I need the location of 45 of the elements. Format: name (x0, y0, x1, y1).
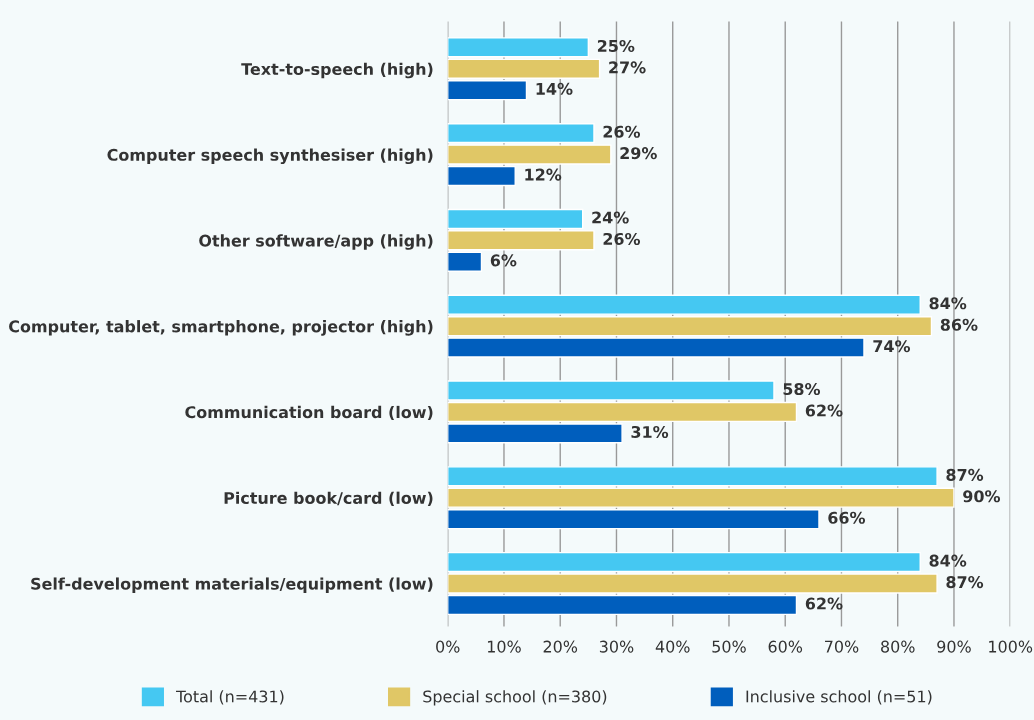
data-label: 66% (828, 511, 866, 524)
data-label: 87% (946, 468, 984, 481)
data-label: 24% (592, 211, 629, 224)
data-label: 87% (946, 576, 984, 589)
x-tick-label: 20% (543, 640, 578, 653)
data-label: 14% (536, 82, 573, 95)
data-label: 62% (805, 597, 843, 610)
x-tick-label: 40% (655, 640, 690, 653)
y-tick-label: Communication board (low) (185, 405, 433, 421)
data-label: 6% (490, 254, 517, 267)
bar (447, 251, 483, 272)
data-label: 86% (940, 318, 978, 331)
x-tick-label: 50% (712, 640, 746, 653)
y-tick-label: Other software/app (high) (199, 234, 433, 250)
y-tick-label: Computer, tablet, smartphone, projector (high) (9, 320, 433, 336)
x-tick-label: 80% (881, 640, 915, 653)
data-label: 12% (525, 168, 562, 181)
x-tick-label: 100% (989, 640, 1033, 653)
x-tick-label: 70% (825, 640, 859, 653)
bar (447, 37, 590, 58)
data-label: 29% (620, 147, 657, 160)
y-tick-label: Computer speech synthesiser (high) (107, 148, 433, 165)
legend-label: Special school (n=380) (423, 690, 607, 706)
y-tick-label: Text-to-speech (high) (241, 62, 433, 79)
data-label: 27% (609, 61, 646, 74)
data-label: 84% (929, 554, 967, 567)
x-tick-label: 30% (599, 640, 634, 653)
x-tick-label: 10% (487, 640, 521, 653)
bar (447, 466, 938, 487)
x-tick-label: 60% (768, 640, 803, 653)
y-tick-label: Self-development materials/equipment (low) (31, 577, 433, 593)
x-tick-label: 90% (937, 640, 971, 653)
data-label: 31% (631, 425, 669, 439)
data-label: 25% (597, 39, 635, 52)
data-label: 74% (873, 340, 911, 353)
data-label: 26% (603, 125, 641, 138)
y-tick-label: Picture book/card (low) (224, 491, 433, 506)
legend-label: Inclusive school (n=51) (746, 690, 932, 705)
data-label: 90% (963, 490, 1001, 503)
data-label: 84% (929, 297, 967, 310)
data-label: 58% (783, 383, 821, 396)
x-tick-label: 0% (436, 640, 460, 653)
data-label: 26% (603, 232, 641, 245)
data-label: 62% (805, 404, 843, 417)
legend-label: Total (n=431) (176, 690, 284, 705)
